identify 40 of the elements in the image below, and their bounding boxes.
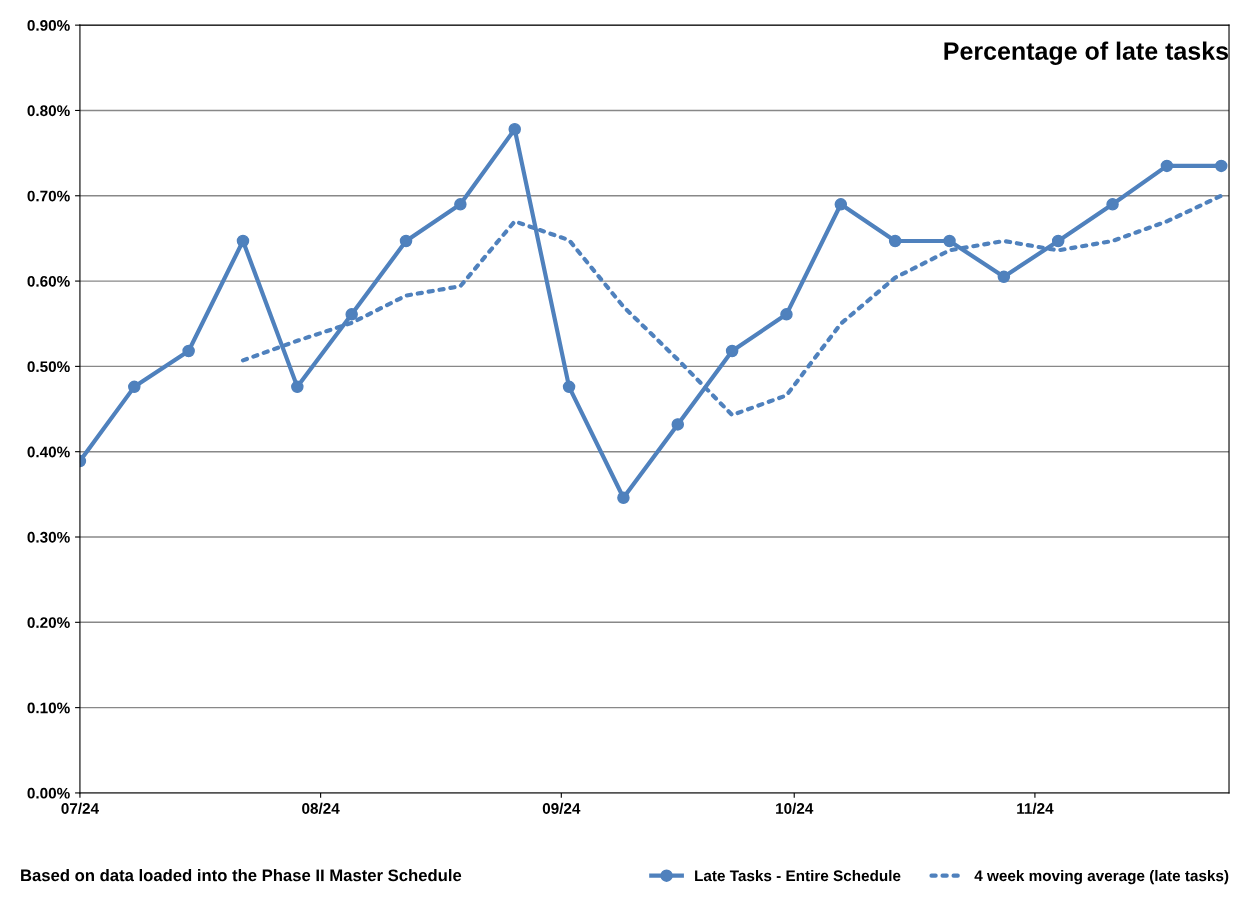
point [1160, 159, 1174, 173]
y-tick-label: 0.70% [27, 190, 70, 202]
y-tick-label: 0.30% [27, 531, 70, 543]
y-tick-label: 0.80% [27, 105, 70, 117]
point [508, 122, 521, 136]
y-tick-label: 0.90% [27, 20, 70, 31]
text: Percentage of late tasks [944, 41, 1229, 65]
x-tick-label: 07/24 [61, 802, 99, 815]
point [291, 380, 304, 394]
point [1215, 159, 1228, 173]
x-tick-label: 08/24 [302, 802, 340, 815]
point [454, 198, 467, 211]
x-tick-label: 10/24 [776, 802, 814, 815]
point [236, 234, 250, 248]
y-tick-label: 0.50% [27, 361, 70, 373]
point [997, 270, 1011, 284]
point [562, 380, 576, 394]
point [834, 198, 848, 211]
point [943, 234, 956, 248]
y-tick-label: 0.20% [27, 617, 70, 628]
y-tick-label: 0.00% [27, 787, 70, 799]
point [182, 344, 195, 358]
point [345, 308, 358, 321]
point [780, 308, 793, 321]
point [1106, 198, 1119, 211]
point [888, 234, 902, 248]
y-tick-label: 0.40% [27, 446, 70, 458]
text: Based on data loaded into the Phase II Master Schedule [21, 868, 462, 882]
y-tick-label: 0.60% [27, 275, 70, 287]
legend-label: 4 week moving average (late tasks) [974, 869, 1229, 885]
point [128, 380, 141, 394]
point [671, 418, 685, 431]
x-tick-label: 09/24 [542, 802, 581, 815]
point [399, 234, 413, 248]
point [1051, 234, 1065, 248]
legend-label: Late Tasks - Entire Schedule [695, 869, 901, 882]
y-tick-label: 0.10% [27, 702, 70, 714]
point [617, 491, 630, 505]
x-tick-label: 11/24 [1017, 802, 1054, 815]
point [725, 344, 739, 358]
